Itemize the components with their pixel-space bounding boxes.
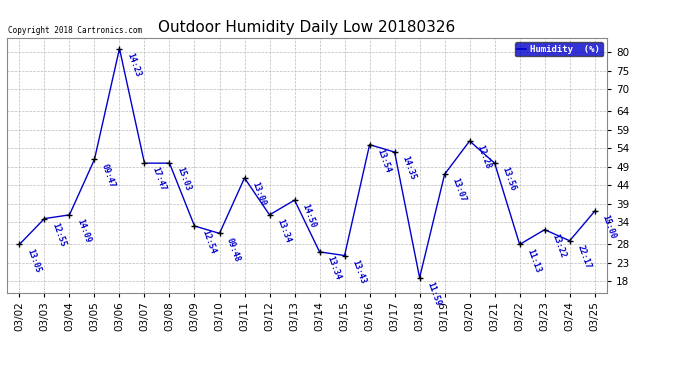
Text: 13:05: 13:05: [25, 247, 42, 274]
Text: 12:55: 12:55: [50, 221, 67, 248]
Text: 11:59: 11:59: [425, 280, 442, 307]
Text: 09:48: 09:48: [225, 236, 242, 263]
Title: Outdoor Humidity Daily Low 20180326: Outdoor Humidity Daily Low 20180326: [159, 20, 455, 35]
Text: 15:00: 15:00: [600, 214, 618, 240]
Text: 09:47: 09:47: [100, 162, 117, 189]
Text: 12:28: 12:28: [475, 144, 492, 170]
Text: 13:22: 13:22: [550, 232, 567, 259]
Text: 13:43: 13:43: [350, 258, 367, 285]
Text: Copyright 2018 Cartronics.com: Copyright 2018 Cartronics.com: [8, 26, 141, 35]
Text: 15:03: 15:03: [175, 166, 192, 192]
Text: 13:34: 13:34: [325, 255, 342, 281]
Text: 14:23: 14:23: [125, 51, 142, 78]
Text: 13:56: 13:56: [500, 166, 518, 192]
Text: 13:34: 13:34: [275, 217, 292, 244]
Text: 13:00: 13:00: [250, 181, 267, 207]
Text: 11:13: 11:13: [525, 247, 542, 274]
Text: 14:50: 14:50: [300, 203, 317, 229]
Text: 17:47: 17:47: [150, 166, 167, 192]
Text: 12:54: 12:54: [200, 229, 217, 255]
Legend: Humidity  (%): Humidity (%): [515, 42, 602, 56]
Text: 13:07: 13:07: [450, 177, 467, 204]
Text: 14:09: 14:09: [75, 217, 92, 244]
Text: 22:17: 22:17: [575, 243, 592, 270]
Text: 14:35: 14:35: [400, 155, 417, 182]
Text: 13:54: 13:54: [375, 147, 392, 174]
